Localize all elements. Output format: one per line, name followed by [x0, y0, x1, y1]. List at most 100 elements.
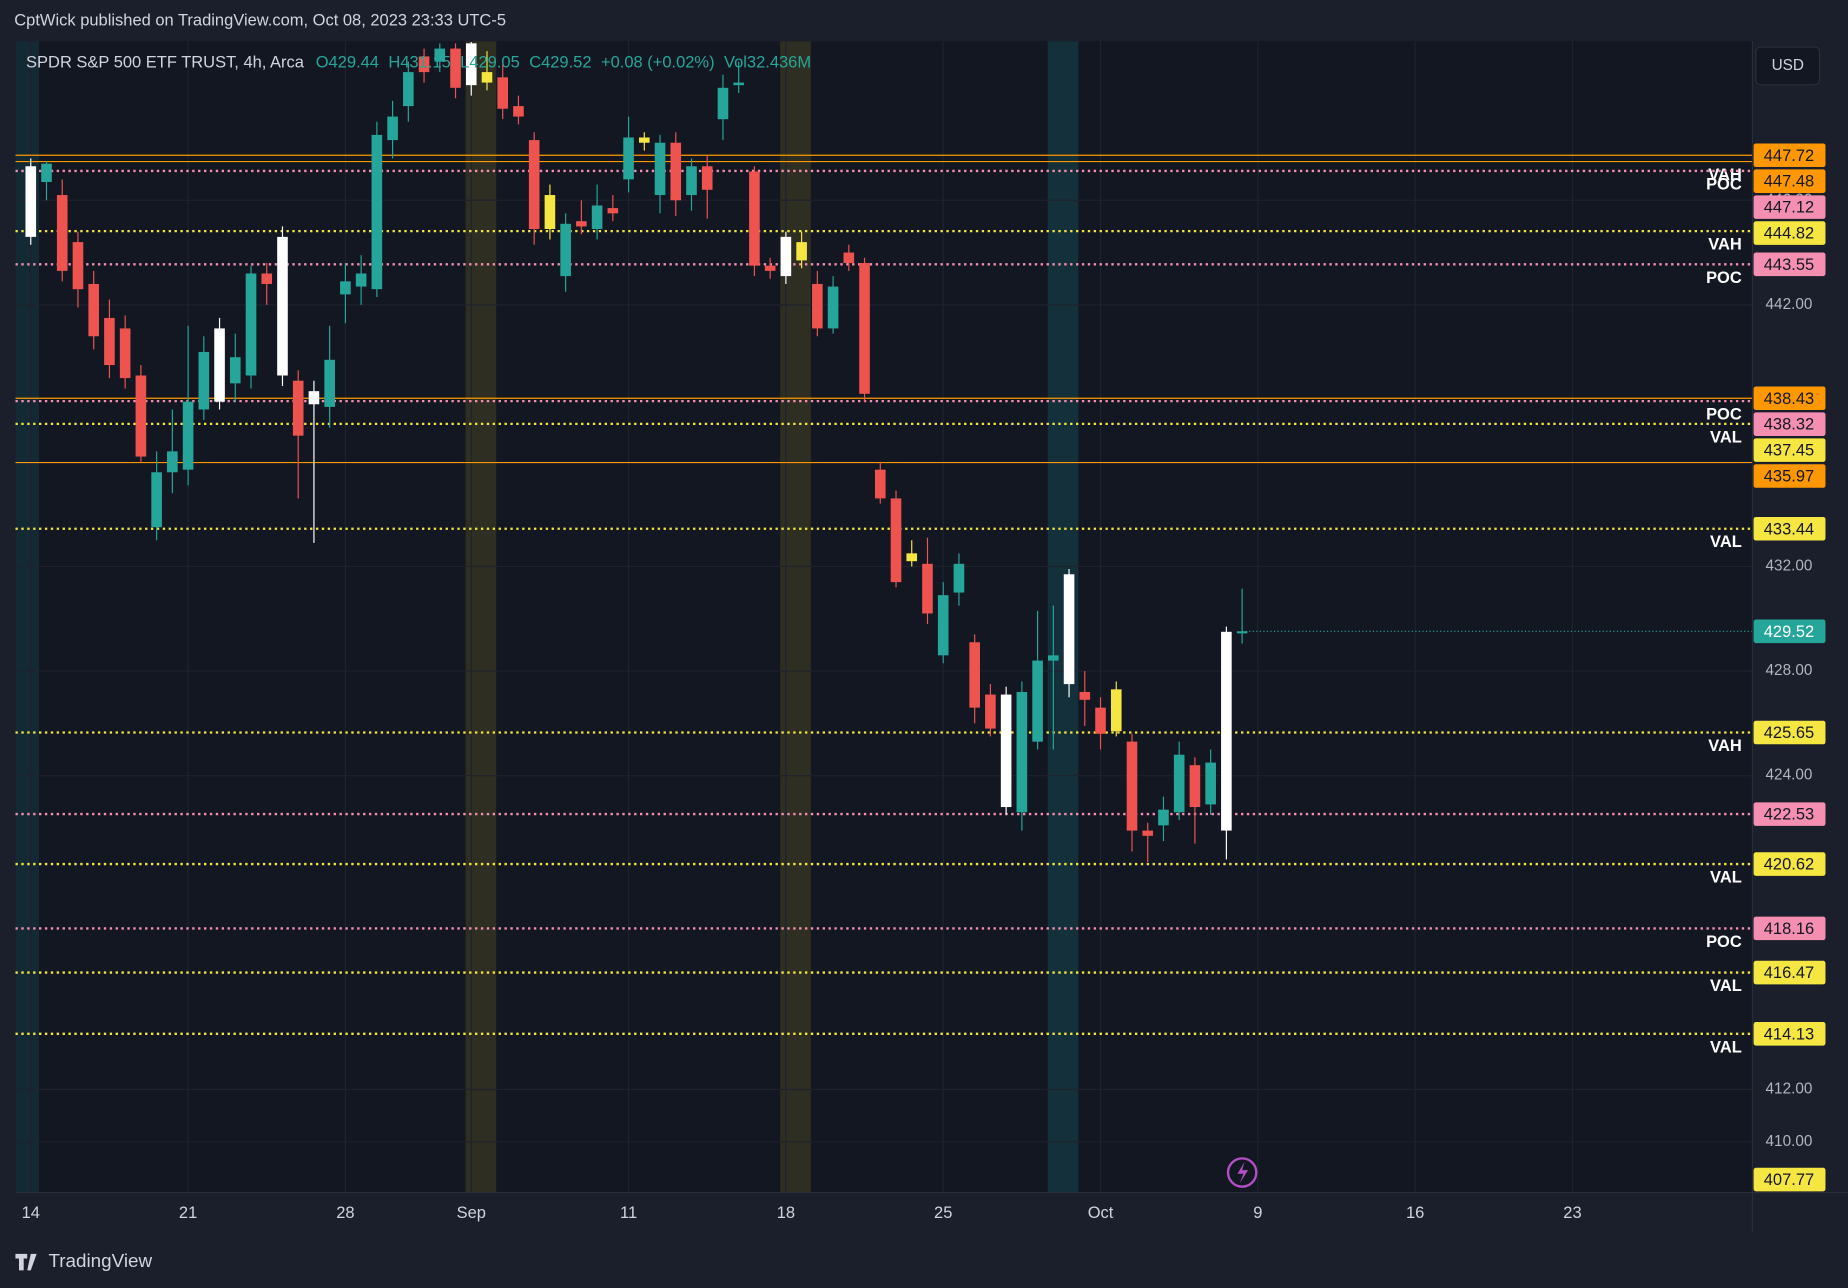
- x-tick-label: 16: [1406, 1204, 1424, 1222]
- candle-body: [953, 563, 965, 593]
- candle-body: [513, 106, 524, 117]
- candle-body: [229, 357, 241, 384]
- candle-body: [403, 72, 414, 107]
- session-band: [15, 41, 40, 1193]
- level-role: VAH: [1708, 236, 1742, 254]
- legend-header: SPDR S&P 500 ETF TRUST, 4h, Arca O429.44 H…: [26, 54, 811, 72]
- candle-body: [874, 469, 886, 499]
- candle-body: [340, 281, 351, 295]
- candle-body: [434, 48, 446, 62]
- price-tag: [1753, 386, 1826, 411]
- price-tag-label: 438.32: [1764, 416, 1814, 434]
- x-tick-label: 11: [620, 1204, 637, 1222]
- price-tag-label: 418.16: [1764, 920, 1814, 938]
- candle-body: [324, 359, 335, 407]
- candle-body: [670, 142, 682, 201]
- price-tag-label: 443.55: [1764, 256, 1814, 274]
- y-tick-label: 412.00: [1766, 1081, 1813, 1098]
- candle-body: [937, 595, 949, 656]
- candle-body: [1048, 655, 1059, 661]
- candle-body: [1032, 660, 1043, 742]
- candle-body: [701, 166, 713, 190]
- level-role: POC: [1706, 406, 1742, 424]
- candle-body: [1110, 689, 1122, 732]
- price-tag-label: 433.44: [1764, 520, 1814, 538]
- price-tag: [1753, 252, 1826, 277]
- y-tick-label: 424.00: [1766, 767, 1813, 784]
- candle-body: [1063, 574, 1075, 685]
- level-role: VAL: [1710, 869, 1742, 887]
- price-tag: [1753, 916, 1826, 941]
- x-tick-label: 21: [179, 1204, 197, 1222]
- candles: [25, 42, 1248, 862]
- candle-body: [371, 134, 383, 290]
- brand-logo: [15, 1253, 37, 1271]
- y-tick-label: 428.00: [1766, 662, 1813, 679]
- price-tag: [1753, 438, 1826, 462]
- candle-body: [167, 451, 178, 473]
- x-tick-label: 28: [336, 1204, 354, 1222]
- currency[interactable]: USD: [1772, 57, 1804, 74]
- candle-body: [245, 273, 257, 376]
- session-band: [780, 41, 811, 1193]
- candle-body: [1221, 631, 1232, 831]
- header-value: L429.05: [460, 54, 520, 72]
- symbol-title: SPDR S&P 500 ETF TRUST, 4h, Arca: [26, 54, 305, 72]
- brand: TradingView: [48, 1250, 152, 1271]
- candle-body: [151, 472, 162, 528]
- candle-body: [497, 77, 509, 109]
- price-tag: [1753, 1022, 1826, 1046]
- candle-body: [182, 401, 194, 470]
- candle-body: [41, 163, 52, 182]
- candle-body: [890, 498, 902, 583]
- header-value: Vol32.436M: [724, 54, 811, 72]
- currency-button[interactable]: [1755, 46, 1821, 86]
- axes: 410.00412.00424.00428.00432.00442.00446.…: [22, 143, 1826, 1222]
- price-tag: [1753, 221, 1826, 245]
- candle-body: [214, 328, 225, 402]
- candle-body: [465, 43, 477, 86]
- price-tag: [1753, 802, 1826, 826]
- price-tag: [1753, 960, 1826, 985]
- level-role: VAH: [1708, 737, 1742, 755]
- candle-body: [733, 82, 744, 86]
- candle-body: [277, 236, 288, 376]
- candle-body: [355, 273, 367, 287]
- x-tick-label: Oct: [1088, 1204, 1114, 1222]
- candle-body: [686, 166, 697, 196]
- candle-body: [859, 263, 870, 394]
- candle-body: [1126, 741, 1138, 831]
- candle-body: [906, 553, 918, 562]
- candle-body: [308, 391, 320, 405]
- price-tag-label: 438.43: [1764, 390, 1814, 408]
- candle-body: [1205, 762, 1216, 805]
- candle-body: [198, 351, 210, 410]
- candle-body: [1079, 691, 1091, 700]
- candle-body: [418, 56, 430, 73]
- price-tag-label: 447.12: [1764, 199, 1814, 217]
- price-tag: [1753, 464, 1826, 488]
- header-value: H431.15: [388, 54, 450, 72]
- x-tick-label: 14: [22, 1204, 40, 1222]
- indicator-icon[interactable]: [1226, 1157, 1258, 1188]
- candle-body: [1000, 694, 1012, 808]
- candle-body: [639, 137, 650, 143]
- candle-body: [135, 375, 147, 457]
- level-role: POC: [1706, 175, 1742, 193]
- candle-body: [576, 221, 587, 227]
- candle-body: [481, 72, 493, 83]
- candle-body: [764, 265, 776, 271]
- candle-body: [560, 223, 571, 277]
- x-tick-label: 25: [934, 1204, 952, 1222]
- session-band: [465, 41, 497, 1193]
- y-tick-label: 442.00: [1766, 296, 1813, 313]
- price-tag: [1753, 1167, 1826, 1192]
- x-tick-label: 23: [1563, 1204, 1581, 1222]
- x-tick-label: 9: [1253, 1204, 1262, 1222]
- candle-body: [607, 208, 619, 214]
- candle-body: [1158, 809, 1169, 826]
- plot-area: [15, 41, 1753, 1193]
- header-value: +0.08 (+0.02%): [601, 54, 715, 72]
- candle-body: [72, 242, 84, 290]
